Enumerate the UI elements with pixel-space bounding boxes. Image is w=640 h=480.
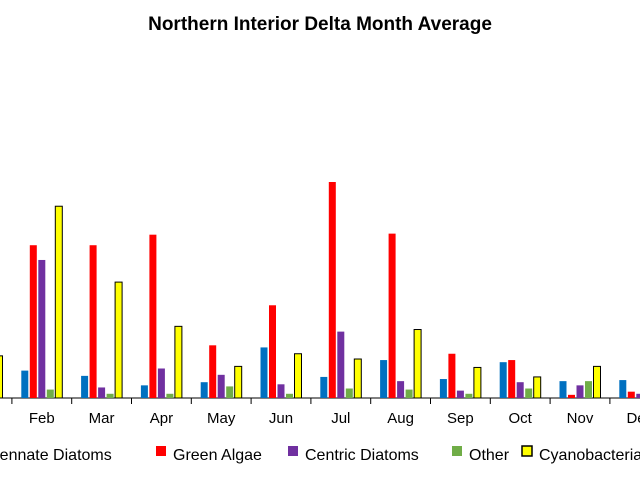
- bar-other-aug: [405, 389, 413, 398]
- x-tick-label: Jul: [331, 410, 350, 427]
- bar-cyanobacteria-oct: [533, 376, 542, 399]
- bar-cyanobacteria-feb: [54, 205, 63, 399]
- bar-other-oct: [525, 388, 533, 398]
- x-tick-label: Nov: [567, 410, 594, 427]
- bar-centric-diatoms-nov: [576, 385, 584, 398]
- bar-green-algae-apr: [149, 234, 157, 398]
- legend-swatch: [156, 446, 166, 456]
- bar-other-apr: [166, 393, 174, 398]
- x-tick-label: Dec: [626, 410, 640, 427]
- bar-cyanobacteria-mar: [114, 281, 123, 399]
- bar-centric-diatoms-jun: [277, 384, 285, 398]
- bar-other-feb: [46, 389, 54, 398]
- bar-green-algae-nov: [568, 394, 575, 398]
- bar-green-algae-feb: [29, 245, 37, 398]
- x-tick-label: Mar: [89, 410, 115, 427]
- bar-pennate-diatoms-may: [200, 382, 208, 398]
- legend-label: Green Algae: [173, 447, 262, 464]
- bar-pennate-diatoms-mar: [81, 375, 89, 398]
- bar-cyanobacteria-may: [234, 365, 243, 399]
- bar-cyanobacteria-apr: [174, 325, 183, 399]
- bar-centric-diatoms-dec: [636, 393, 640, 398]
- bar-centric-diatoms-oct: [516, 382, 524, 398]
- bar-cyanobacteria-jun: [294, 353, 302, 399]
- bar-cyanobacteria-nov: [593, 365, 601, 399]
- x-tick-label: Aug: [387, 410, 414, 427]
- bar-green-algae-oct: [508, 360, 516, 398]
- bar-pennate-diatoms-dec: [619, 380, 627, 398]
- chart-title: Northern Interior Delta Month Average: [148, 14, 492, 35]
- legend-label: Centric Diatoms: [305, 447, 419, 464]
- bar-other-mar: [106, 393, 114, 398]
- legend-label: Pennate Diatoms: [0, 447, 112, 464]
- bar-green-algae-may: [209, 345, 217, 398]
- bar-cyanobacteria-aug: [413, 329, 422, 399]
- x-tick-label: Sep: [447, 410, 474, 427]
- bar-green-algae-dec: [627, 391, 635, 398]
- bar-pennate-diatoms-nov: [559, 381, 567, 398]
- x-tick-label: Oct: [509, 410, 533, 427]
- bar-pennate-diatoms-aug: [380, 360, 388, 398]
- bar-centric-diatoms-jul: [337, 331, 345, 398]
- legend-label: Cyanobacteria: [539, 447, 640, 464]
- legend-swatch: [521, 445, 533, 457]
- bar-pennate-diatoms-oct: [499, 362, 507, 398]
- bar-cyanobacteria-jan: [0, 355, 3, 399]
- bar-pennate-diatoms-sep: [439, 379, 447, 398]
- bar-cyanobacteria-jul: [353, 358, 362, 399]
- bar-other-jul: [345, 388, 353, 398]
- x-tick-label: May: [207, 410, 236, 427]
- x-tick-label: Feb: [29, 410, 55, 427]
- bar-green-algae-jun: [269, 305, 276, 398]
- bar-pennate-diatoms-apr: [140, 385, 148, 398]
- bar-centric-diatoms-feb: [38, 259, 46, 398]
- bar-centric-diatoms-sep: [456, 390, 464, 398]
- bar-other-sep: [465, 393, 473, 398]
- bar-cyanobacteria-sep: [473, 366, 482, 399]
- bar-centric-diatoms-apr: [157, 368, 165, 398]
- bar-centric-diatoms-may: [217, 374, 225, 398]
- bar-green-algae-jul: [328, 182, 336, 398]
- legend-label: Other: [469, 447, 510, 464]
- bar-centric-diatoms-aug: [397, 381, 405, 398]
- x-tick-label: Jun: [269, 410, 293, 427]
- bar-centric-diatoms-mar: [98, 387, 106, 398]
- bar-pennate-diatoms-jul: [320, 376, 328, 398]
- bar-other-nov: [585, 381, 592, 398]
- legend-swatch: [452, 446, 462, 456]
- bar-other-may: [226, 386, 234, 398]
- bar-other-jun: [286, 393, 293, 398]
- x-tick-label: Apr: [150, 410, 173, 427]
- bar-green-algae-mar: [89, 245, 97, 398]
- bar-green-algae-sep: [448, 353, 456, 398]
- bar-pennate-diatoms-jun: [260, 347, 268, 398]
- bar-green-algae-aug: [388, 233, 396, 398]
- legend-swatch: [288, 446, 298, 456]
- bar-pennate-diatoms-feb: [21, 370, 29, 398]
